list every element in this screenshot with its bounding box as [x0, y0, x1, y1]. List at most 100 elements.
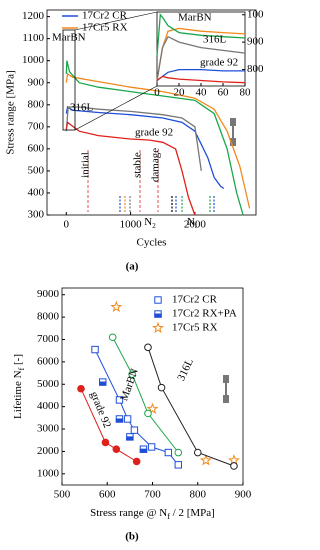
marker — [110, 300, 123, 313]
caption: (a) — [126, 261, 139, 273]
annotation: N2 — [144, 216, 156, 230]
curve-label: grade 92 — [135, 127, 173, 139]
marker-part — [126, 436, 134, 441]
marker — [123, 415, 132, 423]
annotation: Nf — [187, 216, 198, 230]
x-tick-label: 1000 — [120, 219, 143, 231]
marker — [139, 445, 148, 453]
marker — [77, 384, 85, 393]
marker — [146, 402, 159, 414]
legend-label: 17Cr2 CR — [172, 294, 218, 306]
annotation: stable — [132, 152, 144, 178]
curve-label: MarBN — [118, 367, 141, 403]
curve-label: 316L — [70, 102, 94, 114]
text-part: / 2 [MPa] — [170, 507, 215, 519]
y-tick-label: 800 — [247, 63, 264, 75]
series-line — [65, 72, 251, 209]
marker — [108, 333, 117, 342]
legend-label: 17Cr5 RX — [172, 322, 218, 334]
zoom-link — [74, 11, 158, 31]
marker — [126, 433, 134, 441]
x-tick-label: 80 — [240, 87, 252, 99]
curve-label: grade 92 — [88, 390, 113, 430]
curve-label: MarBN — [178, 12, 212, 24]
x-tick-label: 800 — [190, 489, 207, 501]
marker — [144, 343, 152, 352]
y-tick-label: 500 — [28, 164, 45, 176]
y-axis-title: Stress range [MPa] — [5, 70, 17, 154]
legend-label: 17Cr2 CR — [82, 10, 128, 22]
y-tick-label: 1000 — [22, 54, 45, 66]
series-line — [156, 68, 245, 82]
curve-label: 316L — [175, 356, 196, 382]
marker — [115, 415, 124, 423]
y-tick-label: 9000 — [37, 288, 60, 300]
figure: 0 1000 20003004005006007008009001000110012… — [5, 8, 264, 542]
text-part: Lifetime N — [12, 370, 24, 419]
marker — [147, 443, 156, 451]
x-tick-label: 20 — [174, 87, 186, 99]
curve-label: grade 92 — [200, 57, 238, 69]
series-line — [156, 35, 246, 81]
marker — [91, 345, 99, 354]
plot-frame — [46, 9, 257, 216]
marker — [115, 396, 124, 404]
series-line — [156, 12, 246, 56]
y-tick-label: 900 — [247, 36, 264, 48]
text-part: N — [144, 216, 152, 228]
y-tick-label: 1200 — [22, 10, 45, 22]
marker — [174, 448, 183, 457]
marker — [99, 378, 107, 386]
y-tick-label: 600 — [28, 142, 45, 154]
fit-curve — [80, 388, 137, 462]
inset-background — [157, 12, 245, 86]
x-tick-label: 600 — [99, 489, 116, 501]
specimen-icon — [223, 118, 236, 403]
x-tick-label: 0 — [64, 219, 70, 231]
y-tick-label: 5000 — [37, 378, 60, 390]
legend-swatch — [154, 296, 162, 304]
marker — [230, 462, 238, 470]
series-line — [65, 105, 225, 190]
legend-label: 17Cr5 RX — [82, 22, 128, 34]
fit-curve — [112, 337, 179, 453]
y-axis-title: Lifetime Nf [-] — [12, 354, 27, 419]
text-part: N — [187, 216, 195, 228]
y-tick-label: 7000 — [37, 333, 60, 345]
annotation: damage — [150, 148, 162, 182]
text-part: f — [195, 222, 198, 230]
marker — [132, 457, 141, 466]
zoom-link — [74, 85, 158, 131]
marker — [101, 438, 110, 447]
marker-part — [154, 313, 162, 318]
marker — [174, 461, 182, 469]
text-part: f — [17, 367, 26, 370]
legend-label: 17Cr2 RX+PA — [172, 308, 237, 320]
text-part: 2 — [152, 222, 156, 230]
text-part: [-] — [12, 354, 24, 368]
y-tick-label: 300 — [28, 209, 45, 221]
marker — [128, 370, 136, 378]
y-tick-label: 400 — [28, 186, 45, 198]
y-tick-label: 1100 — [22, 32, 44, 44]
y-tick-label: 1000 — [247, 8, 264, 20]
x-axis-title: Stress range @ Nf / 2 [MPa] — [90, 507, 215, 522]
series-line — [156, 75, 246, 84]
y-tick-label: 3000 — [37, 423, 60, 435]
x-tick-label: 40 — [196, 87, 208, 99]
marker — [144, 409, 152, 418]
annotation: initial — [80, 152, 92, 178]
marker — [112, 445, 121, 453]
y-tick-label: 2000 — [37, 445, 60, 457]
legend-swatch — [154, 310, 162, 318]
x-axis-title: Cycles — [137, 237, 167, 249]
fit-curve — [147, 347, 235, 467]
series-line — [65, 106, 202, 171]
x-tick-label: 900 — [235, 489, 252, 501]
text-part: f — [167, 512, 170, 521]
marker — [157, 383, 166, 392]
y-tick-label: 900 — [28, 76, 45, 88]
x-tick-label: 60 — [218, 87, 230, 99]
x-tick-label: 2000 — [184, 219, 207, 231]
curve-label: 316L — [203, 34, 227, 46]
